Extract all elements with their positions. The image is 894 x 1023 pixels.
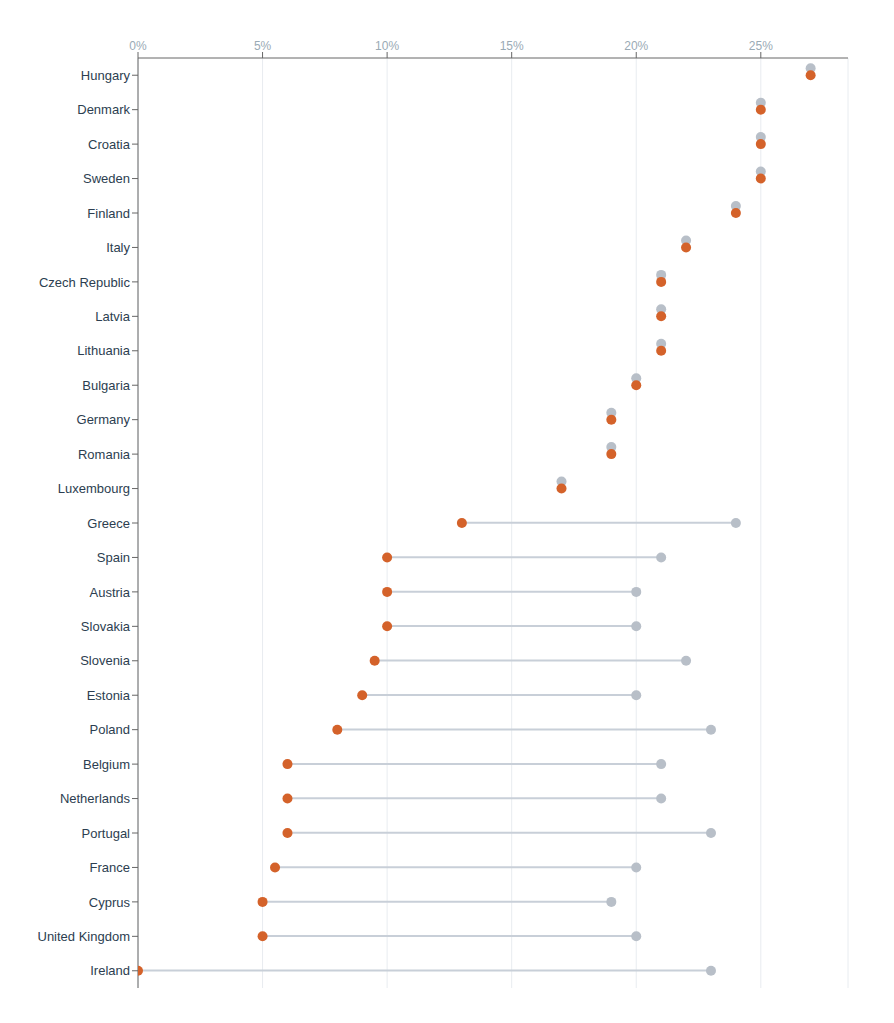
svg-text:United Kingdom: United Kingdom: [38, 929, 131, 944]
svg-text:5%: 5%: [254, 39, 272, 53]
svg-text:Belgium: Belgium: [83, 757, 130, 772]
svg-text:20%: 20%: [624, 39, 648, 53]
svg-text:Estonia: Estonia: [87, 688, 131, 703]
svg-text:Luxembourg: Luxembourg: [58, 481, 130, 496]
svg-text:Denmark: Denmark: [77, 102, 130, 117]
svg-text:Italy: Italy: [106, 240, 130, 255]
svg-text:Ireland: Ireland: [90, 963, 130, 978]
svg-text:Bulgaria: Bulgaria: [82, 378, 130, 393]
svg-text:25%: 25%: [749, 39, 773, 53]
svg-text:Lithuania: Lithuania: [77, 343, 131, 358]
svg-text:Slovakia: Slovakia: [81, 619, 131, 634]
svg-text:Latvia: Latvia: [95, 309, 130, 324]
svg-text:Sweden: Sweden: [83, 171, 130, 186]
svg-text:Austria: Austria: [90, 585, 131, 600]
svg-text:Cyprus: Cyprus: [89, 895, 131, 910]
svg-text:0%: 0%: [129, 39, 147, 53]
svg-text:15%: 15%: [500, 39, 524, 53]
svg-text:Hungary: Hungary: [81, 68, 131, 83]
svg-text:Croatia: Croatia: [88, 137, 131, 152]
svg-text:Romania: Romania: [78, 447, 131, 462]
svg-text:Finland: Finland: [87, 206, 130, 221]
svg-text:France: France: [90, 860, 130, 875]
svg-text:Netherlands: Netherlands: [60, 791, 131, 806]
svg-text:Spain: Spain: [97, 550, 130, 565]
svg-text:Portugal: Portugal: [82, 826, 131, 841]
svg-text:Poland: Poland: [90, 722, 130, 737]
svg-text:Czech Republic: Czech Republic: [39, 275, 131, 290]
svg-text:10%: 10%: [375, 39, 399, 53]
svg-text:Germany: Germany: [77, 412, 131, 427]
svg-text:Greece: Greece: [87, 516, 130, 531]
svg-text:Slovenia: Slovenia: [80, 653, 131, 668]
